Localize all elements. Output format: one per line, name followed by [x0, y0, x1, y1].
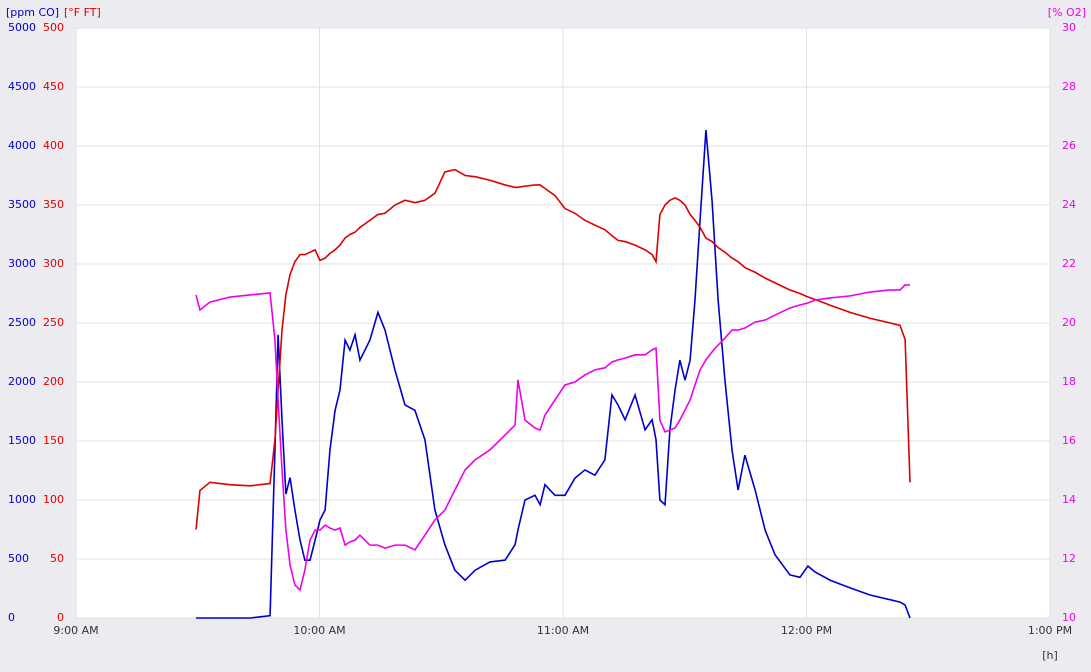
y3-tick-label: 30 — [1062, 21, 1076, 34]
x-tick-label: 11:00 AM — [537, 624, 589, 637]
y-tick-label: 3000 — [8, 257, 36, 270]
y3-axis-label: [% O2] — [1048, 6, 1086, 19]
y3-tick-label: 14 — [1062, 493, 1076, 506]
y2-tick-label: 150 — [43, 434, 64, 447]
y3-tick-label: 22 — [1062, 257, 1076, 270]
x-tick-label: 12:00 PM — [781, 624, 832, 637]
y2-tick-label: 0 — [57, 611, 64, 624]
y2-tick-label: 300 — [43, 257, 64, 270]
y2-tick-label: 500 — [43, 21, 64, 34]
y-tick-label: 4000 — [8, 139, 36, 152]
y-tick-label: 3500 — [8, 198, 36, 211]
y3-tick-label: 12 — [1062, 552, 1076, 565]
y3-tick-label: 10 — [1062, 611, 1076, 624]
y2-axis-label: [°F FT] — [64, 6, 101, 19]
y3-tick-label: 16 — [1062, 434, 1076, 447]
y-tick-label: 2000 — [8, 375, 36, 388]
x-tick-label: 10:00 AM — [293, 624, 345, 637]
y2-tick-label: 250 — [43, 316, 64, 329]
x-axis-label: [h] — [1042, 649, 1058, 662]
x-tick-label: 1:00 PM — [1028, 624, 1072, 637]
y3-tick-label: 28 — [1062, 80, 1076, 93]
y-tick-label: 1500 — [8, 434, 36, 447]
y-tick-label: 1000 — [8, 493, 36, 506]
y2-tick-label: 50 — [50, 552, 64, 565]
y3-tick-label: 20 — [1062, 316, 1076, 329]
y2-tick-label: 450 — [43, 80, 64, 93]
y-axis-label: [ppm CO] — [6, 6, 59, 19]
y2-tick-label: 350 — [43, 198, 64, 211]
y3-tick-label: 26 — [1062, 139, 1076, 152]
y-tick-label: 4500 — [8, 80, 36, 93]
data-line — [196, 130, 911, 619]
y3-tick-label: 24 — [1062, 198, 1076, 211]
y2-tick-label: 400 — [43, 139, 64, 152]
y-tick-label: 500 — [8, 552, 29, 565]
y2-tick-label: 100 — [43, 493, 64, 506]
y-tick-label: 0 — [8, 611, 15, 624]
y-tick-label: 2500 — [8, 316, 36, 329]
data-line — [195, 168, 911, 530]
y3-tick-label: 18 — [1062, 375, 1076, 388]
y-tick-label: 5000 — [8, 21, 36, 34]
data-line — [195, 284, 910, 592]
y2-tick-label: 200 — [43, 375, 64, 388]
x-tick-label: 9:00 AM — [53, 624, 98, 637]
